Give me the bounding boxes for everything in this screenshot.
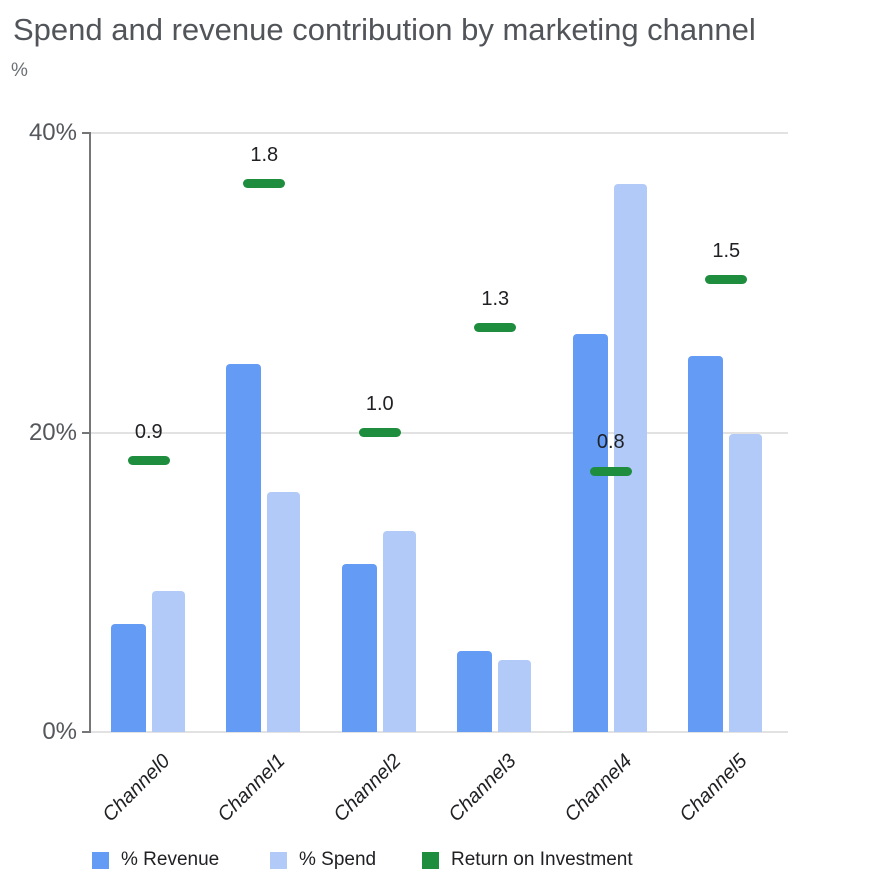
bar-revenue-Channel2[interactable] [341,564,377,732]
y-axis-tick-label: 20% [28,418,77,446]
legend-item-0: % Revenue [92,849,220,870]
y-axis-unit-label: % [11,60,28,81]
roi-value-label-Channel1: 1.8 [250,143,279,166]
legend-swatch-1 [270,851,287,869]
roi-marker-Channel2[interactable] [358,428,401,437]
gridline-0% [91,731,788,733]
legend-label-2: Return on Investment [451,849,633,870]
gridline-40% [91,132,788,134]
legend-item-1: % Spend [270,849,377,870]
bar-revenue-Channel4[interactable] [572,333,608,732]
roi-marker-Channel5[interactable] [705,275,748,285]
y-axis-tick [82,431,91,434]
bar-spend-Channel1[interactable] [267,492,301,732]
roi-marker-Channel0[interactable] [127,456,170,466]
bar-revenue-Channel5[interactable] [688,356,724,732]
bar-spend-Channel4[interactable] [613,183,647,732]
roi-marker-Channel1[interactable] [243,179,286,189]
legend-swatch-0 [92,851,109,869]
y-axis-line [89,133,91,733]
bar-revenue-Channel1[interactable] [226,363,262,732]
y-axis-tick [82,731,91,733]
bar-spend-Channel3[interactable] [498,660,532,732]
roi-marker-Channel3[interactable] [474,323,517,333]
bar-spend-Channel0[interactable] [151,591,185,732]
roi-marker-Channel4[interactable] [589,466,632,476]
legend-item-2: Return on Investment [422,849,633,870]
y-axis-tick-label: 0% [42,718,77,745]
bar-revenue-Channel0[interactable] [110,624,146,732]
y-axis-tick-label: 40% [28,119,77,146]
gridline-20% [91,431,788,434]
legend-label-1: % Spend [299,849,377,870]
roi-value-label-Channel4: 0.8 [596,431,625,454]
bar-spend-Channel5[interactable] [729,433,763,732]
y-axis-tick [82,132,91,134]
bar-spend-Channel2[interactable] [382,531,416,732]
roi-value-label-Channel3: 1.3 [481,287,510,310]
roi-value-label-Channel0: 0.9 [134,420,163,443]
legend-swatch-2 [422,851,439,869]
bar-revenue-Channel3[interactable] [457,651,493,732]
legend-label-0: % Revenue [121,849,220,870]
roi-value-label-Channel5: 1.5 [712,239,741,262]
chart-title: Spend and revenue contribution by market… [13,12,756,47]
roi-value-label-Channel2: 1.0 [365,392,394,415]
